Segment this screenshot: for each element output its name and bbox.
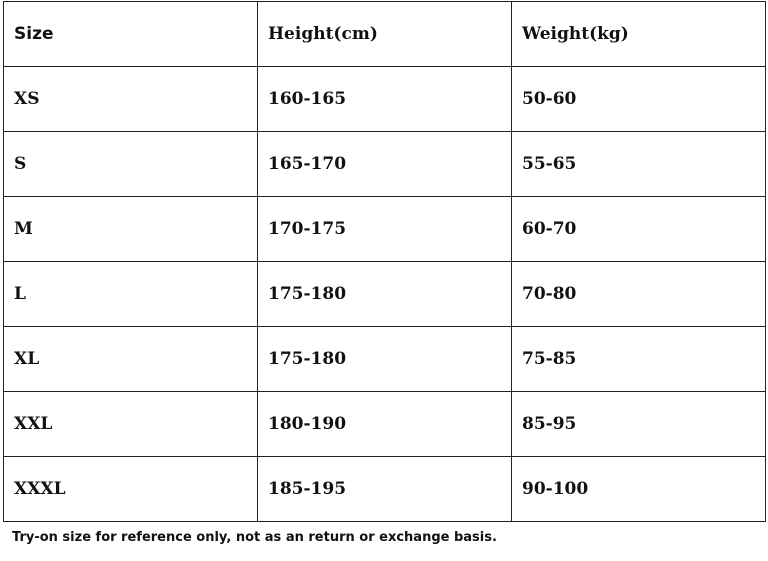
table-cell: 180-190 (257, 391, 512, 457)
table-cell: XL (3, 326, 258, 392)
table-cell: S (3, 131, 258, 197)
table-row: XS 160-165 50-60 (3, 66, 766, 132)
table-cell: 55-65 (511, 131, 766, 197)
header-row: Size Height(cm) Weight(kg) (3, 1, 766, 67)
table-cell: 60-70 (511, 196, 766, 262)
table-cell: 75-85 (511, 326, 766, 392)
table-row: S 165-170 55-65 (3, 131, 766, 197)
table-cell: 185-195 (257, 456, 512, 522)
table-cell: 170-175 (257, 196, 512, 262)
table-row: XXL 180-190 85-95 (3, 391, 766, 457)
table-cell: 165-170 (257, 131, 512, 197)
table-cell: M (3, 196, 258, 262)
table-cell: L (3, 261, 258, 327)
table-row: XXXL 185-195 90-100 (3, 456, 766, 522)
table-cell: XXXL (3, 456, 258, 522)
header-cell: Weight(kg) (511, 1, 766, 67)
table-row: M 170-175 60-70 (3, 196, 766, 262)
table-cell: 85-95 (511, 391, 766, 457)
table-cell: 175-180 (257, 326, 512, 392)
table-cell: XXL (3, 391, 258, 457)
header-cell: Height(cm) (257, 1, 512, 67)
table-cell: 175-180 (257, 261, 512, 327)
table-row: L 175-180 70-80 (3, 261, 766, 327)
table-cell: 160-165 (257, 66, 512, 132)
table-cell: 90-100 (511, 456, 766, 522)
header-cell: Size (3, 1, 258, 67)
table-row: XL 175-180 75-85 (3, 326, 766, 392)
table-cell: 50-60 (511, 66, 766, 132)
table-cell: XS (3, 66, 258, 132)
table-cell: 70-80 (511, 261, 766, 327)
footnote: Try-on size for reference only, not as a… (12, 530, 497, 545)
size-table: Size Height(cm) Weight(kg) XS 160-165 50-60 S 1… (3, 1, 766, 522)
